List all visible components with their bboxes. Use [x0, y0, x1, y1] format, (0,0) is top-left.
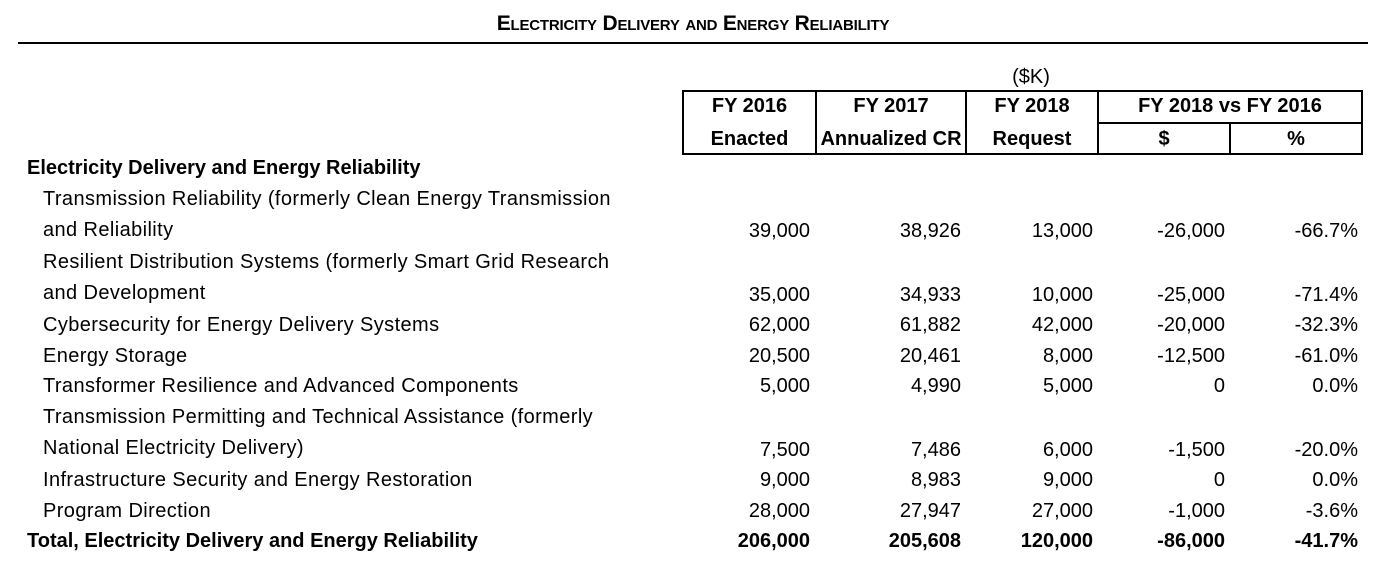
fy2018-value: 10,000	[1031, 284, 1093, 306]
row-label: Infrastructure Security and Energy Resto…	[43, 469, 473, 491]
pct-value: -3.6%	[1305, 500, 1358, 522]
fy2016-value: 7,500	[759, 439, 810, 461]
fy2018-value: 8,000	[1042, 345, 1093, 367]
diff-value: -26,000	[1157, 220, 1225, 242]
fy2017-subheader: Annualized CR	[820, 128, 962, 150]
percent-header: %	[1287, 128, 1305, 150]
pct-value: 0.0%	[1312, 469, 1358, 491]
section-header: Electricity Delivery and Energy Reliabil…	[27, 157, 421, 179]
row-label: Transmission Reliability (formerly Clean…	[43, 188, 611, 210]
diff-value: -20,000	[1157, 314, 1225, 336]
row-label: and Development	[43, 282, 206, 304]
fy2017-value: 61,882	[899, 314, 961, 336]
row-label: Resilient Distribution Systems (formerly…	[43, 251, 610, 273]
fy2017-header: FY 2017	[853, 95, 929, 117]
title-rule	[18, 42, 1368, 44]
fy2016-value: 39,000	[748, 220, 810, 242]
header-divider	[1229, 122, 1231, 155]
total-pct: -41.7%	[1294, 530, 1358, 552]
fy2018-header: FY 2018	[994, 95, 1070, 117]
row-label: Energy Storage	[43, 345, 188, 367]
pct-value: -20.0%	[1294, 439, 1358, 461]
fy2016-value: 35,000	[748, 284, 810, 306]
diff-value: -25,000	[1157, 284, 1225, 306]
diff-value: -12,500	[1157, 345, 1225, 367]
compare-header: FY 2018 vs FY 2016	[1138, 95, 1322, 117]
total-fy2016: 206,000	[737, 530, 810, 552]
row-label: National Electricity Delivery)	[43, 437, 304, 459]
fy2017-value: 27,947	[899, 500, 961, 522]
fy2017-value: 38,926	[899, 220, 961, 242]
units-label: ($K)	[1012, 66, 1050, 88]
fy2017-value: 8,983	[910, 469, 961, 491]
fy2017-value: 20,461	[899, 345, 961, 367]
pct-value: -61.0%	[1294, 345, 1358, 367]
pct-value: -71.4%	[1294, 284, 1358, 306]
total-diff: -86,000	[1157, 530, 1225, 552]
row-label: and Reliability	[43, 219, 174, 241]
pct-value: 0.0%	[1312, 375, 1358, 397]
fy2016-value: 62,000	[748, 314, 810, 336]
pct-value: -32.3%	[1294, 314, 1358, 336]
fy2018-value: 5,000	[1042, 375, 1093, 397]
total-fy2017: 205,608	[888, 530, 961, 552]
header-divider	[815, 90, 817, 155]
fy2016-subheader: Enacted	[710, 128, 789, 150]
diff-value: 0	[1213, 469, 1225, 491]
total-fy2018: 120,000	[1020, 530, 1093, 552]
fy2018-value: 6,000	[1042, 439, 1093, 461]
fy2016-value: 5,000	[759, 375, 810, 397]
fy2017-value: 34,933	[899, 284, 961, 306]
fy2018-value: 13,000	[1031, 220, 1093, 242]
fy2017-value: 4,990	[910, 375, 961, 397]
fy2018-subheader: Request	[992, 128, 1072, 150]
table-title: Electricity Delivery and Energy Reliabil…	[496, 12, 890, 35]
fy2018-value: 27,000	[1031, 500, 1093, 522]
fy2016-value: 28,000	[748, 500, 810, 522]
pct-value: -66.7%	[1294, 220, 1358, 242]
fy2016-header: FY 2016	[711, 95, 788, 117]
row-label: Cybersecurity for Energy Delivery System…	[43, 314, 440, 336]
diff-value: -1,500	[1168, 439, 1225, 461]
fy2016-value: 9,000	[759, 469, 810, 491]
row-label: Transformer Resilience and Advanced Comp…	[43, 375, 519, 397]
diff-value: 0	[1213, 375, 1225, 397]
row-label: Transmission Permitting and Technical As…	[43, 406, 594, 428]
fy2017-value: 7,486	[910, 439, 961, 461]
fy2016-value: 20,500	[748, 345, 810, 367]
header-divider	[965, 90, 967, 155]
diff-value: -1,000	[1168, 500, 1225, 522]
total-label: Total, Electricity Delivery and Energy R…	[27, 530, 478, 552]
row-label: Program Direction	[43, 500, 211, 522]
fy2018-value: 9,000	[1042, 469, 1093, 491]
fy2018-value: 42,000	[1031, 314, 1093, 336]
dollar-header: $	[1158, 128, 1170, 150]
